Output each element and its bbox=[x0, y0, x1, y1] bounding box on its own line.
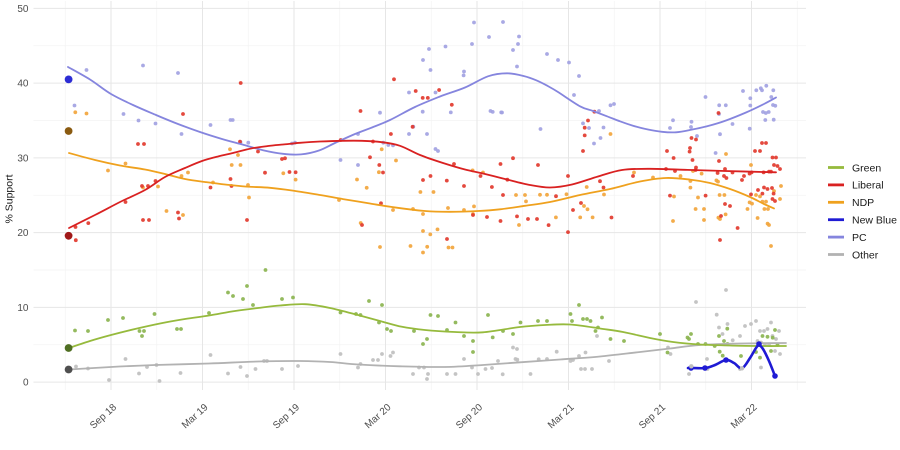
svg-text:PC: PC bbox=[852, 232, 867, 244]
svg-text:Green: Green bbox=[852, 162, 881, 174]
svg-text:New Blue: New Blue bbox=[852, 215, 897, 227]
svg-text:% Support: % Support bbox=[4, 174, 16, 223]
svg-text:30: 30 bbox=[17, 154, 29, 165]
svg-text:Liberal: Liberal bbox=[852, 180, 884, 192]
svg-text:NDP: NDP bbox=[852, 197, 874, 209]
svg-text:20: 20 bbox=[17, 228, 29, 239]
svg-text:0: 0 bbox=[23, 378, 29, 389]
svg-text:10: 10 bbox=[17, 303, 29, 314]
svg-text:Other: Other bbox=[852, 249, 879, 261]
svg-text:50: 50 bbox=[17, 4, 29, 15]
svg-text:40: 40 bbox=[17, 79, 29, 90]
